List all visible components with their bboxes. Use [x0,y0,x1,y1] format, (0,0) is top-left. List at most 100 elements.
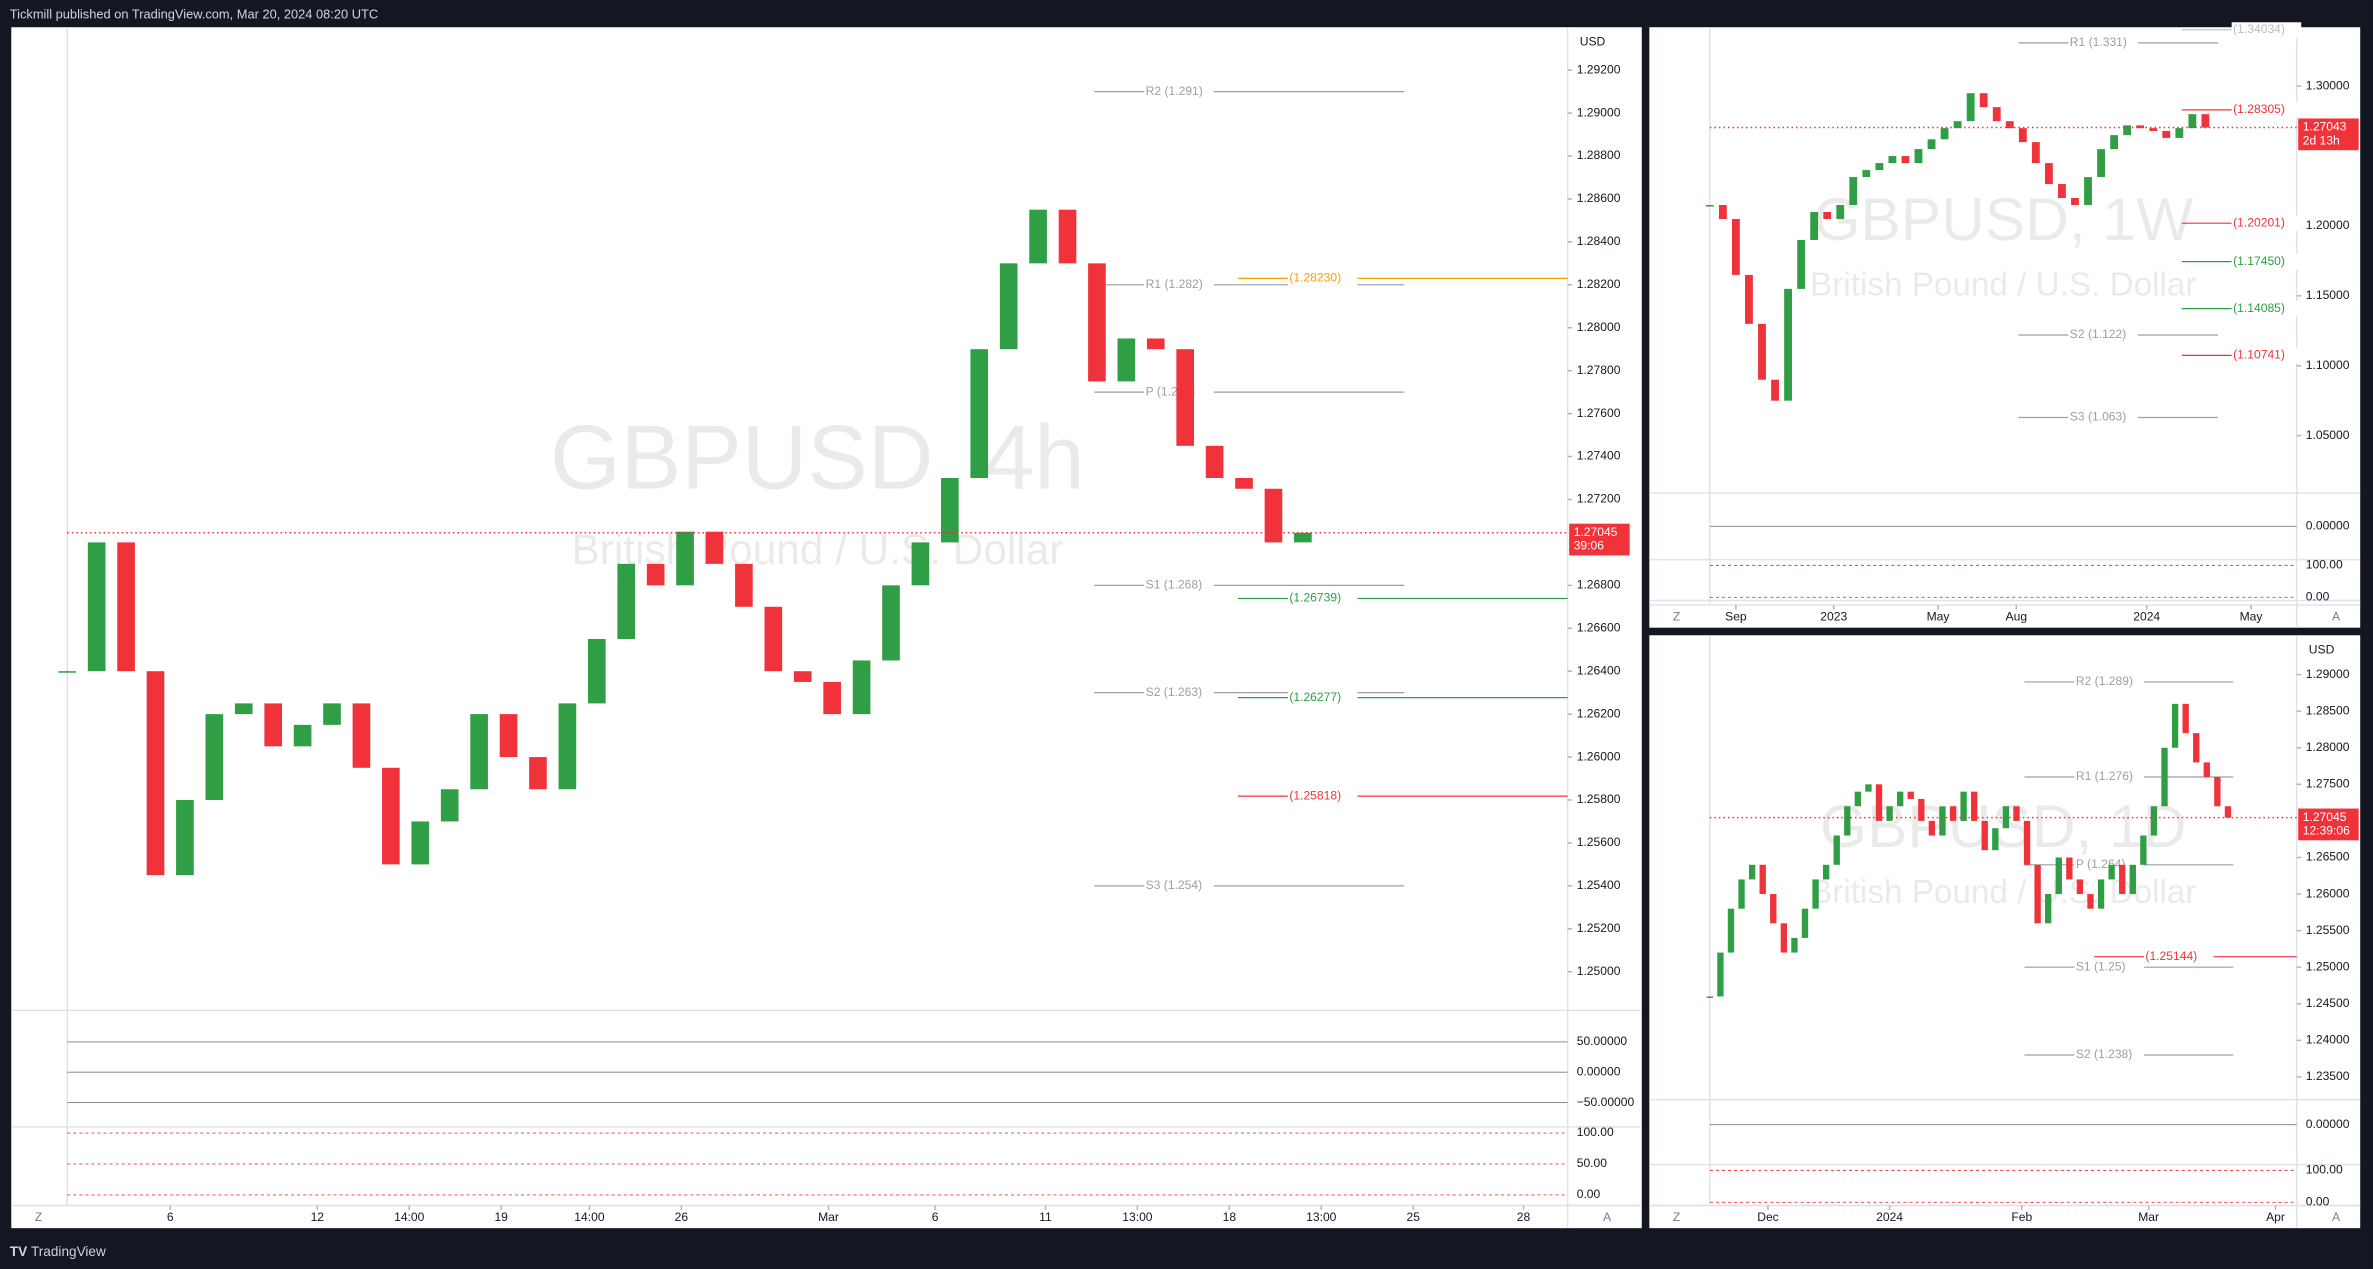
candle [1717,952,1724,997]
candle [882,585,900,661]
last-price-label: 1.27043 [2303,120,2347,134]
level-label-bg [2231,215,2302,231]
candle [234,703,253,715]
candle [1784,288,1792,401]
level-label-bg [1144,84,1214,100]
osc-tick-label: −50.00000 [1577,1095,1635,1109]
candle [2214,777,2221,807]
candle [1940,128,1949,140]
candle [470,714,488,790]
candle [999,263,1018,350]
candle [146,671,165,876]
zoom-button[interactable]: Z [35,1210,43,1224]
candle [1705,205,1714,207]
y-tick-label: 1.29200 [1577,62,1621,76]
candle [1706,996,1714,998]
level-label-bg [1144,277,1214,293]
level-label-bg [2231,102,2302,118]
candle [2084,177,2092,206]
candle [440,789,459,822]
candle [1797,239,1806,289]
auto-button[interactable]: A [1603,1210,1612,1224]
candle [2123,125,2132,136]
last-price-tag [1569,523,1630,556]
candle [2129,864,2136,895]
level-label-bg [1144,685,1214,701]
candle [1949,806,1957,821]
osc-tick-label: 100.00 [2306,1163,2343,1177]
x-tick-label: May [2240,609,2264,623]
level-label-bg [2074,1047,2144,1063]
candle [1928,820,1936,836]
level-label: S3 (1.254) [1146,878,1202,892]
candle [2136,125,2145,129]
level-label-bg [2074,674,2144,690]
x-tick-label: 19 [494,1210,508,1224]
candle [2076,879,2084,895]
auto-button[interactable]: A [2332,1210,2341,1224]
level-label: S2 (1.263) [1146,685,1202,699]
x-tick-label: Feb [2011,1210,2032,1224]
level-label: (1.25144) [2145,949,2197,963]
osc-tick-label: 0.00000 [1577,1064,1621,1078]
y-tick-label: 1.28500 [2306,703,2350,717]
watermark-title: GBPUSD, 4h [550,407,1085,508]
candle [1823,212,1832,219]
candle [2044,163,2053,185]
x-tick-label: Apr [2266,1210,2285,1224]
candle [2161,747,2168,807]
candle [2203,762,2210,778]
x-tick-label: Mar [2138,1210,2159,1224]
osc-tick-label: 100.00 [2306,558,2343,572]
level-label-bg [2074,769,2144,785]
candle [2188,114,2197,129]
candle [1718,205,1727,219]
y-tick-label: 1.29000 [1577,105,1621,119]
y-tick-label: 1.30000 [2306,78,2350,92]
candle [1780,923,1788,953]
candle [823,681,841,715]
candle [558,703,577,790]
candle [293,724,312,747]
y-tick-label: 1.28600 [1577,191,1621,205]
osc-tick-label: 0.00000 [2306,519,2350,533]
watermark-subtitle: British Pound / U.S. Dollar [1810,874,2196,911]
last-price-label: 1.27045 [1574,525,1618,539]
y-tick-label: 1.20000 [2306,218,2350,232]
candle [1888,156,1897,164]
candle [2034,864,2041,924]
zoom-button[interactable]: Z [1673,609,1681,623]
x-tick-label: 11 [1039,1210,1052,1224]
osc-tick-label: 0.00 [2306,1194,2330,1208]
y-tick-label: 1.28000 [2306,740,2350,754]
candle [1738,879,1745,909]
candle [2201,114,2210,128]
zoom-button[interactable]: Z [1673,1210,1681,1224]
level-label: S1 (1.268) [1146,578,1202,592]
y-tick-label: 1.27400 [1577,449,1621,463]
level-label: (1.26739) [1289,591,1341,605]
last-price-tag [2298,808,2359,841]
y-tick-label: 1.27600 [1577,406,1621,420]
level-label-bg [1144,577,1214,593]
candle [529,757,547,790]
candle [2097,879,2105,909]
x-tick-label: Mar [818,1210,839,1224]
y-tick-label: 1.26800 [1577,578,1621,592]
x-tick-label: 2023 [1820,609,1847,623]
x-tick-label: 12 [311,1210,325,1224]
candle [764,606,783,672]
candle [264,703,283,747]
level-label: S2 (1.238) [2076,1047,2132,1061]
countdown-label: 39:06 [1574,539,1605,553]
x-tick-label: 14:00 [394,1210,425,1224]
level-label-bg [2231,301,2302,317]
auto-button[interactable]: A [2332,609,2341,623]
candle [1058,209,1077,264]
y-tick-label: 1.10000 [2306,358,2350,372]
candle [1235,478,1253,489]
osc-tick-label: 50.00000 [1577,1034,1628,1048]
candle [1971,791,1978,821]
y-tick-label: 1.23500 [2306,1069,2350,1083]
